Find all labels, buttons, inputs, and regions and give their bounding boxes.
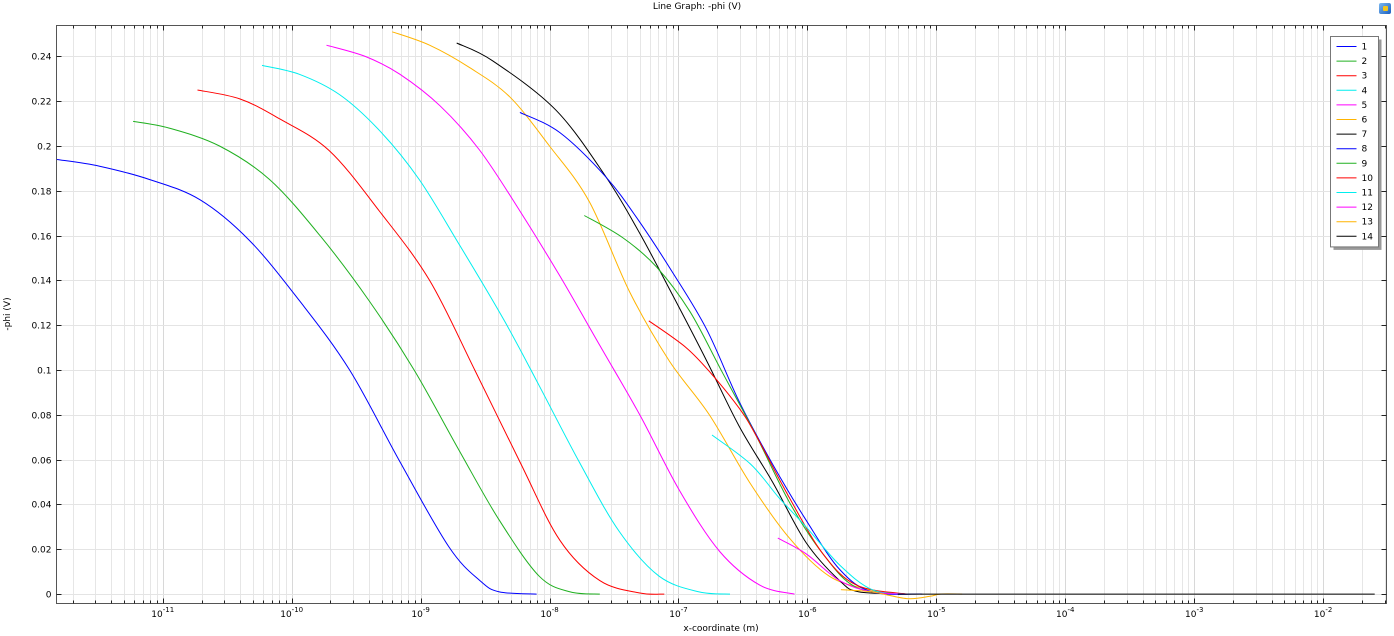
legend-label: 13 bbox=[1362, 218, 1373, 228]
series-line-9 bbox=[584, 215, 907, 595]
legend-label: 3 bbox=[1362, 72, 1368, 82]
chart-title: Line Graph: -phi (V) bbox=[652, 2, 742, 12]
legend-label: 5 bbox=[1362, 101, 1368, 111]
y-tick-label: 0.14 bbox=[31, 277, 51, 287]
series-line-3 bbox=[197, 89, 665, 595]
y-tick-label: 0.18 bbox=[31, 188, 51, 198]
y-tick-label: 0.2 bbox=[37, 143, 51, 153]
series-line-1 bbox=[56, 159, 537, 595]
series-line-8 bbox=[519, 111, 923, 595]
legend-label: 8 bbox=[1362, 145, 1368, 155]
image-snapshot-icon[interactable] bbox=[1379, 3, 1391, 14]
legend-label: 7 bbox=[1362, 130, 1368, 140]
legend-label: 9 bbox=[1362, 159, 1368, 169]
y-tick-label: 0.02 bbox=[31, 546, 51, 556]
series-line-5 bbox=[326, 44, 795, 595]
x-tick-label: 10-2 bbox=[1314, 606, 1332, 620]
legend-label: 14 bbox=[1362, 232, 1374, 242]
x-tick-label: 10-3 bbox=[1185, 606, 1203, 620]
series-line-6 bbox=[392, 31, 899, 595]
series-lines bbox=[56, 31, 1375, 600]
y-tick-label: 0 bbox=[46, 591, 52, 601]
series-line-11 bbox=[711, 434, 907, 595]
legend-label: 2 bbox=[1362, 57, 1368, 67]
y-tick-label: 0.06 bbox=[31, 457, 51, 467]
series-line-12 bbox=[777, 537, 907, 595]
legend-label: 10 bbox=[1362, 174, 1374, 184]
x-tick-label: 10-7 bbox=[669, 606, 687, 620]
axis-ticks: 10-11 10-10 10-9 10-8 10-7 10-6 10-5 10-4 10-3 10… bbox=[31, 25, 1387, 620]
legend-label: 11 bbox=[1362, 189, 1373, 199]
series-line-2 bbox=[133, 120, 600, 595]
y-tick-label: 0.22 bbox=[31, 98, 51, 108]
legend-box bbox=[1330, 36, 1379, 248]
y-tick-label: 0.04 bbox=[31, 501, 51, 511]
series-line-4 bbox=[261, 64, 731, 595]
y-tick-label: 0.12 bbox=[31, 322, 51, 332]
y-tick-label: 0.16 bbox=[31, 233, 51, 243]
legend-label: 12 bbox=[1362, 203, 1373, 213]
y-tick-label: 0.1 bbox=[37, 367, 51, 377]
legend-label: 1 bbox=[1362, 43, 1368, 53]
legend-label: 6 bbox=[1362, 116, 1368, 126]
x-tick-label: 10-8 bbox=[540, 606, 558, 620]
x-tick-label: 10-9 bbox=[411, 606, 429, 620]
x-tick-label: 10-5 bbox=[927, 606, 945, 620]
legend-label: 4 bbox=[1362, 86, 1368, 96]
y-axis-label: -phi (V) bbox=[3, 297, 13, 330]
y-tick-label: 0.08 bbox=[31, 412, 51, 422]
y-tick-label: 0.24 bbox=[31, 53, 51, 63]
x-axis-label: x-coordinate (m) bbox=[683, 624, 758, 634]
x-tick-label: 10-4 bbox=[1056, 606, 1075, 620]
x-tick-label: 10-10 bbox=[280, 606, 303, 620]
grid bbox=[56, 25, 1387, 604]
x-tick-label: 10-11 bbox=[151, 606, 174, 620]
plot-frame bbox=[56, 25, 1387, 604]
series-line-10 bbox=[648, 320, 907, 595]
x-tick-label: 10-6 bbox=[798, 606, 817, 620]
series-line-7 bbox=[456, 42, 907, 595]
